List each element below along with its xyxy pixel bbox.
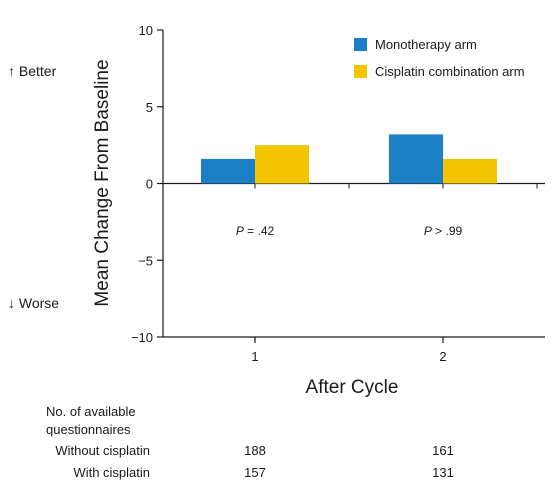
- x-axis-title: After Cycle: [306, 377, 399, 398]
- table-cell-value: 161: [432, 443, 454, 458]
- table-cell-value: 157: [244, 465, 266, 480]
- table-row-label: With cisplatin: [73, 465, 150, 480]
- y-tick-label: 5: [146, 100, 153, 115]
- legend-swatch-monotherapy: [354, 38, 367, 51]
- p-value-annotation: P = .42: [236, 224, 275, 238]
- bar-monotherapy-cycle-1: [201, 158, 255, 184]
- table-header-line-2: questionnaires: [46, 422, 131, 437]
- x-tick-label: 2: [439, 349, 446, 364]
- y-tick-label: −5: [138, 253, 153, 268]
- table-cell-value: 188: [244, 443, 266, 458]
- bar-monotherapy-cycle-2: [389, 134, 443, 184]
- y-axis-title: Mean Change From Baseline: [92, 59, 113, 306]
- better-label: ↑ Better: [8, 63, 57, 79]
- p-value-annotation: P > .99: [424, 224, 463, 238]
- table-cell-value: 131: [432, 465, 454, 480]
- bar-cisplatin-cycle-1: [255, 145, 309, 184]
- x-tick-label: 1: [251, 349, 258, 364]
- y-tick-label: −10: [131, 330, 153, 345]
- worse-label: ↓ Worse: [8, 295, 59, 311]
- y-tick-label: 10: [139, 23, 153, 38]
- table-row-label: Without cisplatin: [55, 443, 150, 458]
- legend-swatch-cisplatin: [354, 65, 367, 78]
- y-tick-label: 0: [146, 177, 153, 192]
- legend-label-monotherapy: Monotherapy arm: [375, 37, 477, 52]
- legend-label-cisplatin: Cisplatin combination arm: [375, 64, 525, 79]
- table-header-line-1: No. of available: [46, 404, 136, 419]
- bar-cisplatin-cycle-2: [443, 158, 497, 184]
